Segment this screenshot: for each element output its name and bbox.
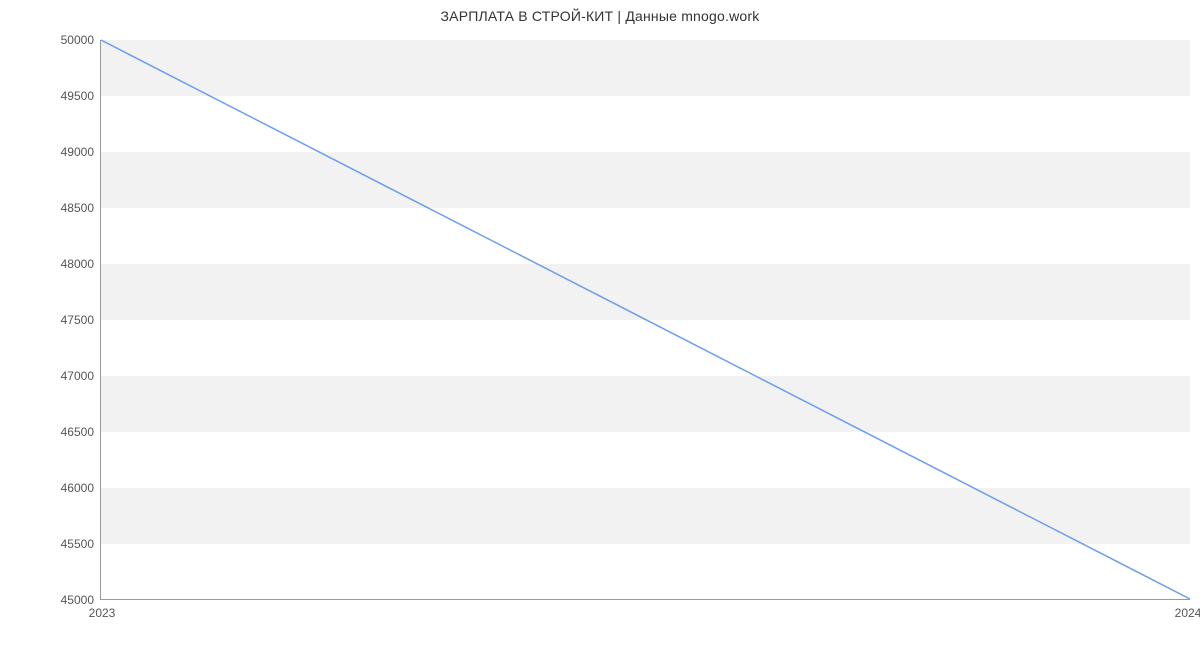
y-tick-label: 46000 — [14, 481, 94, 495]
y-tick-label: 48000 — [14, 257, 94, 271]
y-tick-label: 46500 — [14, 425, 94, 439]
y-tick-label: 47000 — [14, 369, 94, 383]
line-layer — [101, 40, 1190, 599]
y-tick-label: 48500 — [14, 201, 94, 215]
y-tick-label: 45000 — [14, 593, 94, 607]
x-tick-label: 2023 — [89, 606, 116, 620]
y-tick-label: 45500 — [14, 537, 94, 551]
y-tick-label: 50000 — [14, 33, 94, 47]
x-tick-label: 2024 — [1175, 606, 1200, 620]
plot-area — [100, 40, 1190, 600]
y-tick-label: 49000 — [14, 145, 94, 159]
y-tick-label: 47500 — [14, 313, 94, 327]
chart-title: ЗАРПЛАТА В СТРОЙ-КИТ | Данные mnogo.work — [0, 8, 1200, 24]
salary-chart: ЗАРПЛАТА В СТРОЙ-КИТ | Данные mnogo.work… — [0, 0, 1200, 650]
y-tick-label: 49500 — [14, 89, 94, 103]
salary-line — [101, 40, 1190, 599]
